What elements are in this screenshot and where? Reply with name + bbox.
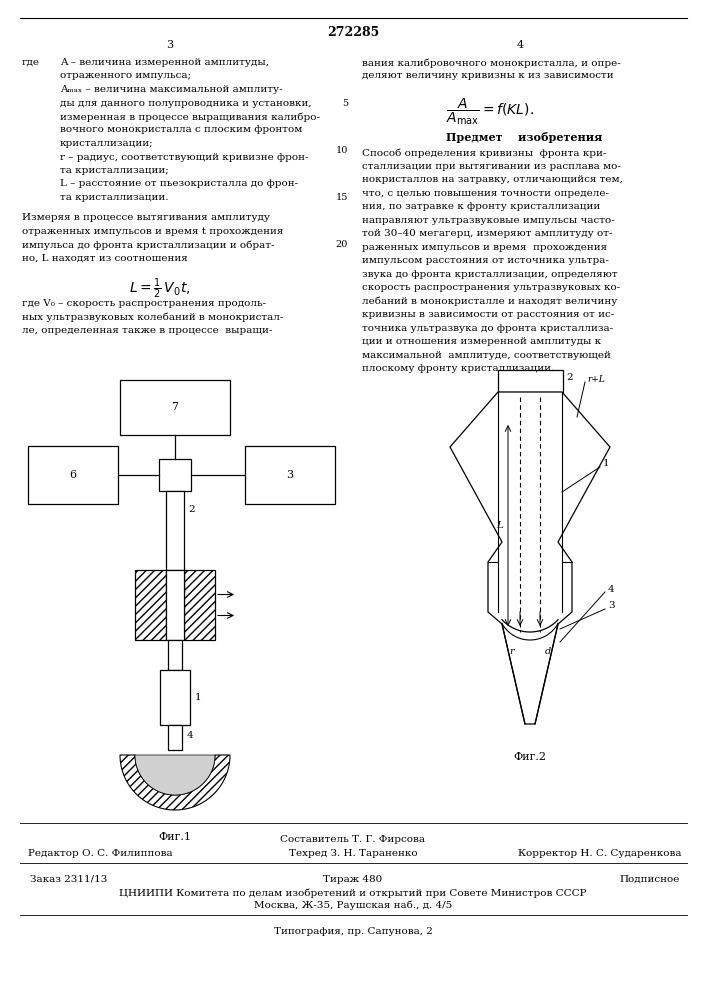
Text: та кристаллизации;: та кристаллизации; [60,166,169,175]
Text: скорость распространения ультразвуковых ко-: скорость распространения ультразвуковых … [362,283,620,292]
Text: Фиг.2: Фиг.2 [513,752,547,762]
Text: измеренная в процессе выращивания калибро-: измеренная в процессе выращивания калибр… [60,112,320,121]
Text: Типография, пр. Сапунова, 2: Типография, пр. Сапунова, 2 [274,927,433,936]
Text: Корректор Н. С. Сударенкова: Корректор Н. С. Сударенкова [518,849,682,858]
Text: точника ультразвука до фронта кристаллиза-: точника ультразвука до фронта кристаллиз… [362,324,613,333]
Text: направляют ультразвуковые импульсы часто-: направляют ультразвуковые импульсы часто… [362,216,615,225]
Bar [135,570,166,640]
Text: 5: 5 [342,99,348,107]
Bar [159,459,191,491]
Text: плоскому фронту кристаллизации.: плоскому фронту кристаллизации. [362,364,554,373]
Text: 7: 7 [172,402,178,412]
Text: Способ определения кривизны  фронта кри-: Способ определения кривизны фронта кри- [362,148,607,158]
Text: вания калибровочного монокристалла, и опре-: вания калибровочного монокристалла, и оп… [362,58,621,68]
Bar [28,446,118,504]
Text: 4: 4 [608,584,614,593]
Text: ды для данного полупроводника и установки,: ды для данного полупроводника и установк… [60,99,312,107]
Text: Предмет    изобретения: Предмет изобретения [446,132,602,143]
Text: 4: 4 [516,40,524,50]
Bar [160,670,190,725]
Text: Измеряя в процессе вытягивания амплитуду: Измеряя в процессе вытягивания амплитуду [22,213,270,222]
Bar [168,725,182,750]
Text: 4: 4 [187,730,194,740]
Polygon shape [120,755,230,810]
Text: лебаний в монокристалле и находят величину: лебаний в монокристалле и находят величи… [362,297,617,306]
Text: 1: 1 [603,460,609,468]
Text: 2: 2 [188,504,194,514]
Polygon shape [135,755,215,795]
Text: Редактор О. С. Филиппова: Редактор О. С. Филиппова [28,849,173,858]
Text: ния, по затравке к фронту кристаллизации: ния, по затравке к фронту кристаллизации [362,202,600,211]
Bar [245,446,335,504]
Text: импульсом расстояния от источника ультра-: импульсом расстояния от источника ультра… [362,256,609,265]
Text: деляют величину кривизны к из зависимости: деляют величину кривизны к из зависимост… [362,72,614,81]
Text: той 30–40 мегагерц, измеряют амплитуду от-: той 30–40 мегагерц, измеряют амплитуду о… [362,229,612,238]
Bar [498,370,563,392]
Text: ных ультразвуковых колебаний в монокристал-: ных ультразвуковых колебаний в монокрист… [22,312,284,322]
Text: r – радиус, соответствующий кривизне фрон-: r – радиус, соответствующий кривизне фро… [60,152,308,161]
Text: Составитель Т. Г. Фирсова: Составитель Т. Г. Фирсова [281,835,426,844]
Text: но, L находят из соотношения: но, L находят из соотношения [22,254,188,263]
Text: r: r [510,648,514,656]
Text: 15: 15 [336,193,348,202]
Text: L: L [496,520,503,530]
Text: та кристаллизации.: та кристаллизации. [60,193,168,202]
Text: 3: 3 [608,601,614,610]
Text: L – расстояние от пьезокристалла до фрон-: L – расстояние от пьезокристалла до фрон… [60,180,298,188]
Text: вочного монокристалла с плоским фронтом: вочного монокристалла с плоским фронтом [60,125,303,134]
Bar [166,491,184,570]
Text: отраженных импульсов и время t прохождения: отраженных импульсов и время t прохожден… [22,227,284,236]
Text: A – величина измеренной амплитуды,: A – величина измеренной амплитуды, [60,58,269,67]
Text: Aₘₐₓ – величина максимальной амплиту-: Aₘₐₓ – величина максимальной амплиту- [60,85,283,94]
Text: отраженного импульса;: отраженного импульса; [60,72,191,81]
Text: Техред З. Н. Тараненко: Техред З. Н. Тараненко [288,849,417,858]
Text: 10: 10 [336,146,348,155]
Text: 6: 6 [69,470,76,480]
Text: максимальной  амплитуде, соответствующей: максимальной амплитуде, соответствующей [362,351,611,360]
Bar [184,570,215,640]
Text: ции и отношения измеренной амплитуды к: ции и отношения измеренной амплитуды к [362,337,601,346]
Bar [120,380,230,435]
Text: Москва, Ж-35, Раушская наб., д. 4/5: Москва, Ж-35, Раушская наб., д. 4/5 [254,901,452,910]
Text: 3: 3 [286,470,293,480]
Text: звука до фронта кристаллизации, определяют: звука до фронта кристаллизации, определя… [362,270,618,279]
Text: 3: 3 [166,40,173,50]
Text: импульса до фронта кристаллизации и обрат-: импульса до фронта кристаллизации и обра… [22,240,274,250]
Text: ЦНИИПИ Комитета по делам изобретений и открытий при Совете Министров СССР: ЦНИИПИ Комитета по делам изобретений и о… [119,888,587,898]
Text: сталлизации при вытягивании из расплава мо-: сталлизации при вытягивании из расплава … [362,162,621,171]
Text: Подписное: Подписное [619,875,680,884]
Bar [166,570,184,640]
Text: кристаллизации;: кристаллизации; [60,139,153,148]
Text: где V₀ – скорость распространения продоль-: где V₀ – скорость распространения продол… [22,299,266,308]
Text: раженных импульсов и время  прохождения: раженных импульсов и время прохождения [362,243,607,252]
Text: 20: 20 [336,240,348,249]
Text: $L = \frac{1}{2}\,V_0 t,$: $L = \frac{1}{2}\,V_0 t,$ [129,277,191,301]
Text: 2: 2 [566,373,573,382]
Text: Фиг.1: Фиг.1 [158,832,192,842]
Bar [168,640,182,670]
Text: кривизны в зависимости от расстояния от ис-: кривизны в зависимости от расстояния от … [362,310,614,319]
Text: Заказ 2311/13: Заказ 2311/13 [30,875,107,884]
Text: r+L: r+L [587,375,604,384]
Text: где: где [22,58,40,67]
Text: d: d [545,648,551,656]
Text: нокристаллов на затравку, отличающийся тем,: нокристаллов на затравку, отличающийся т… [362,175,623,184]
Text: Тираж 480: Тираж 480 [323,875,382,884]
Text: что, с целью повышения точности определе-: что, с целью повышения точности определе… [362,189,609,198]
Polygon shape [450,392,610,724]
Text: $\dfrac{A}{A_{\max}} = f(KL).$: $\dfrac{A}{A_{\max}} = f(KL).$ [446,96,534,127]
Text: ле, определенная также в процессе  выращи-: ле, определенная также в процессе выращи… [22,326,272,335]
Text: 272285: 272285 [327,25,379,38]
Text: 1: 1 [195,692,201,702]
